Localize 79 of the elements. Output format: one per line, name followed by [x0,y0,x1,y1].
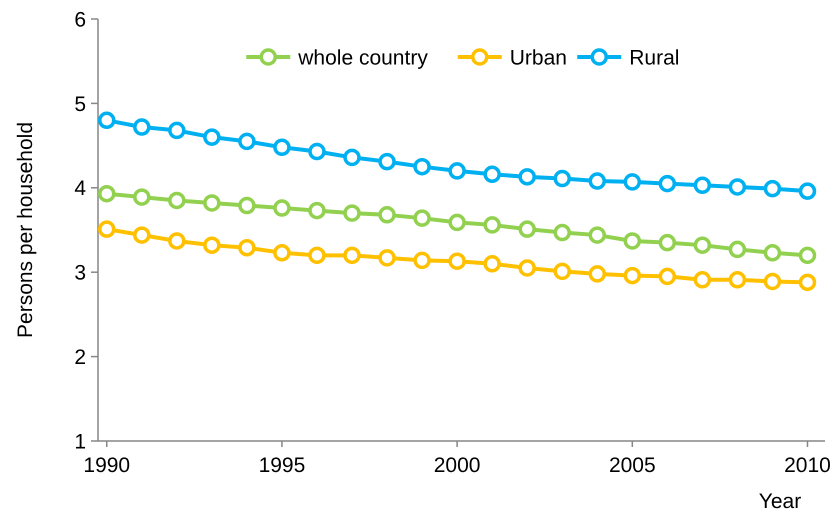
point [273,199,291,217]
point [518,220,536,238]
x-tick-label: 2010 [784,454,831,477]
point [553,262,571,280]
point [728,271,746,289]
point [658,268,676,286]
point [448,252,466,270]
x-axis-title: Year [758,490,802,513]
point [413,252,431,270]
point [588,265,606,283]
point [483,255,501,273]
legend-label: whole country [297,46,428,70]
point [343,148,361,166]
point [378,206,396,224]
point [203,194,221,212]
point [98,220,116,238]
point [798,246,816,264]
point [133,118,151,136]
point [764,180,782,198]
point [624,173,642,191]
point [728,240,746,258]
point [203,128,221,146]
point [694,271,712,289]
point [798,182,816,200]
point [133,188,151,206]
point [518,168,536,186]
point [658,174,676,192]
y-tick-label: 2 [74,346,86,369]
point [728,178,746,196]
x-tick-label: 1995 [258,454,306,477]
point [343,204,361,222]
point [308,202,326,220]
point [98,184,116,202]
x-tick-label: 1990 [83,454,130,477]
point [413,209,431,227]
point [378,249,396,267]
point [448,162,466,180]
y-axis-title: Persons per household [14,122,37,338]
y-tick-label: 3 [74,262,86,285]
point [764,272,782,290]
y-tick-label: 1 [74,430,86,454]
point [203,236,221,254]
point [133,226,151,244]
point [308,246,326,264]
point [658,234,676,252]
point [553,224,571,242]
x-tick-label: 2005 [608,454,656,477]
y-tick-label: 4 [74,177,86,200]
point [798,274,816,292]
point [483,166,501,184]
y-tick-label: 5 [74,92,86,116]
point [483,216,501,234]
point [238,238,256,256]
point [343,246,361,264]
point [588,172,606,190]
point [624,232,642,250]
point [694,236,712,254]
point [238,196,256,214]
legend-label: Rural [629,46,680,70]
point [448,214,466,232]
point [378,152,396,170]
point [624,266,642,284]
x-tick-label: 2000 [434,454,480,477]
point [273,244,291,262]
point [168,232,186,250]
point [308,142,326,160]
point [273,138,291,156]
point [168,192,186,210]
point [764,244,782,262]
point [518,259,536,277]
y-tick-label: 6 [74,8,86,32]
point [694,176,712,194]
point [168,122,186,140]
point [588,226,606,244]
legend-label: Urban [510,46,567,70]
point [238,132,256,150]
point [553,170,571,188]
point [98,112,116,130]
point [413,158,431,176]
